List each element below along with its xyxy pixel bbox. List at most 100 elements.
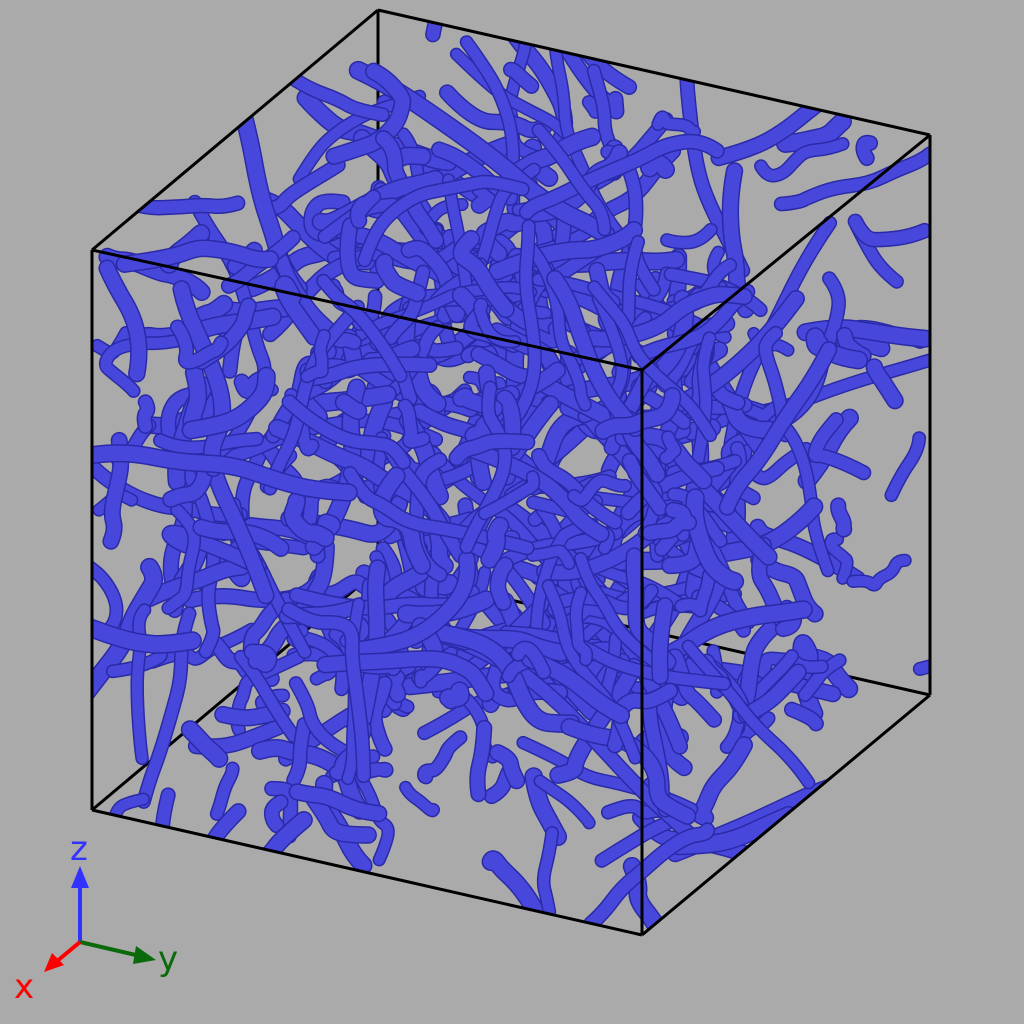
tube [92,559,162,706]
tube [588,65,621,159]
tube [759,327,789,428]
tube [275,276,322,345]
tube [470,721,491,801]
tube [156,788,175,872]
tube [284,493,334,546]
tube [785,703,823,730]
tube [471,347,535,384]
tube [777,113,851,152]
tube-outline [912,635,930,676]
y-axis-arrow [79,940,156,964]
tube [692,737,752,826]
tube [265,158,345,214]
tube [886,432,925,501]
tube [368,677,392,756]
tube [508,129,600,180]
tube [385,670,405,702]
tube [547,271,643,436]
tube [265,795,288,832]
tube [131,604,150,764]
tube [301,330,330,382]
tube [683,641,814,788]
tube [465,415,497,444]
z-axis-arrow [71,866,89,942]
y-axis-label: y [158,939,178,979]
tube [183,364,206,429]
tube [138,607,195,808]
tube [415,658,443,688]
tube [100,332,197,397]
tube [755,138,849,182]
orientation-axes: z y x [14,829,178,1007]
tube [675,569,715,617]
tube [490,558,513,610]
tube [479,471,539,519]
tube [317,651,493,701]
tube [183,368,275,438]
tube [449,434,534,465]
tube [512,642,550,679]
tube [849,215,930,246]
tube [561,719,695,824]
tube [440,85,552,137]
tube [154,433,263,454]
tube [500,626,730,690]
tube [481,518,508,568]
tube [538,827,558,918]
tube [92,168,244,214]
isosurface-tubes [92,10,930,934]
tube [245,645,276,672]
tube [583,96,602,118]
tube [914,636,930,675]
tube [435,625,580,732]
tube [847,555,911,591]
tube [799,654,846,701]
tube [483,851,545,923]
tube [856,136,877,165]
tube [290,784,386,821]
tube [215,703,290,725]
tube [244,592,293,664]
tube [723,163,753,317]
tube [351,190,380,228]
tube [92,608,201,653]
tube [570,587,592,665]
tube [504,63,538,93]
tube [163,526,266,574]
tube [211,763,239,820]
tube [809,413,870,479]
tube [775,147,930,210]
tube [588,281,716,441]
tube-outline [92,491,124,641]
tube [358,176,529,266]
tube [660,431,681,464]
tube [799,410,858,489]
tube [317,275,407,382]
tube [352,767,394,865]
tube [740,443,812,484]
tube [652,111,700,138]
tube [454,231,514,317]
tube [680,33,749,277]
tube [103,433,128,549]
tube [336,394,366,419]
tube [99,261,147,381]
tube [632,285,754,363]
tube [282,603,370,782]
tube [138,395,154,433]
tube [373,565,429,610]
tube [535,776,595,828]
tube [203,449,274,603]
tube [738,664,806,723]
tube [522,651,629,723]
tube [350,62,614,243]
x-axis-label: x [14,967,34,1007]
tube [418,731,466,783]
tube [490,745,524,788]
tube [533,124,610,235]
tube [287,718,311,787]
tube [92,493,122,640]
tube [652,598,673,684]
